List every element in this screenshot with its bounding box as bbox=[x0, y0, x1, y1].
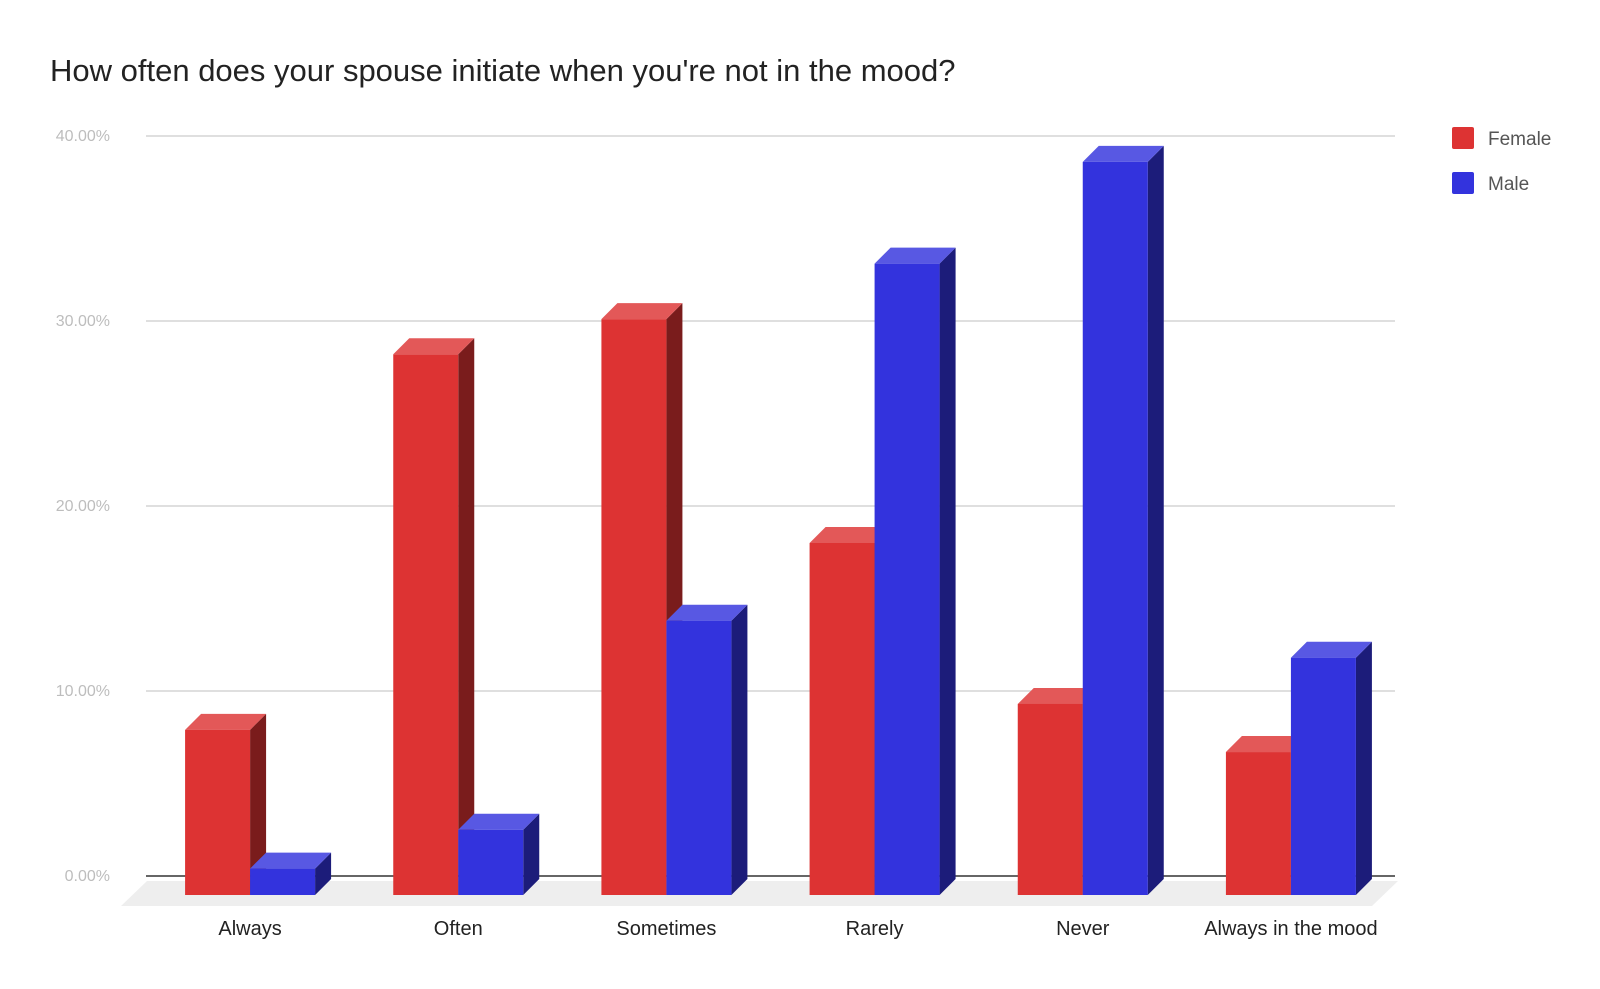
legend: Female Male bbox=[1452, 127, 1551, 195]
bar-side bbox=[939, 247, 956, 895]
bar-male-always-in-the-mood bbox=[1290, 641, 1372, 895]
x-tick-label: Always in the mood bbox=[1204, 918, 1377, 940]
bar-male-never bbox=[1082, 145, 1164, 895]
bar-female-always bbox=[185, 713, 267, 895]
legend-label: Female bbox=[1488, 129, 1551, 150]
bar-front bbox=[666, 620, 732, 895]
x-tick-label: Always bbox=[218, 918, 281, 940]
bar-top bbox=[1290, 641, 1372, 658]
x-tick-label: Often bbox=[434, 918, 483, 940]
bar-front bbox=[1225, 752, 1291, 895]
bar-side bbox=[1147, 145, 1164, 895]
x-tick-label: Never bbox=[1056, 918, 1110, 940]
bar-male-sometimes bbox=[666, 604, 748, 895]
y-tick-label: 40.00% bbox=[56, 128, 110, 145]
y-tick-label: 20.00% bbox=[56, 498, 110, 515]
bar-top bbox=[393, 338, 475, 355]
bar-front bbox=[809, 543, 875, 895]
bar-top bbox=[601, 303, 683, 320]
legend-item-male[interactable]: Male bbox=[1452, 172, 1529, 195]
bar-top bbox=[874, 247, 956, 264]
gridlines bbox=[146, 135, 1395, 877]
bars bbox=[185, 145, 1372, 895]
bar-side bbox=[250, 713, 267, 895]
bar-top bbox=[185, 713, 267, 730]
y-axis-ticks: 0.00% 10.00% 20.00% 30.00% 40.00% bbox=[56, 128, 110, 885]
bar-side bbox=[315, 852, 332, 895]
bar-male-rarely bbox=[874, 247, 956, 895]
bar-top bbox=[250, 852, 332, 869]
bar-top bbox=[1017, 687, 1099, 704]
bar-front bbox=[250, 868, 316, 895]
bar-top bbox=[809, 527, 891, 543]
bar-front bbox=[1082, 161, 1148, 895]
y-tick-label: 10.00% bbox=[56, 683, 110, 700]
bar-front bbox=[393, 354, 459, 895]
bar-front bbox=[874, 263, 940, 895]
legend-swatch bbox=[1452, 127, 1474, 149]
bar-top bbox=[1225, 736, 1307, 753]
bar-female-often bbox=[393, 338, 475, 895]
bar-front bbox=[185, 729, 251, 895]
bar-side bbox=[1355, 641, 1372, 895]
bar-top bbox=[666, 604, 748, 621]
legend-swatch bbox=[1452, 172, 1474, 194]
bar-top bbox=[1082, 145, 1164, 162]
bar-front bbox=[601, 319, 667, 895]
bar-top bbox=[458, 813, 540, 830]
bar-front bbox=[1290, 657, 1356, 895]
bar-side bbox=[458, 338, 475, 895]
y-tick-label: 30.00% bbox=[56, 313, 110, 330]
x-tick-label: Sometimes bbox=[616, 918, 716, 940]
bar-side bbox=[523, 813, 540, 895]
bar-male-always bbox=[250, 852, 332, 895]
bar-front bbox=[458, 829, 524, 895]
chart-title: How often does your spouse initiate when… bbox=[50, 53, 955, 88]
x-tick-label: Rarely bbox=[846, 918, 904, 940]
x-axis-ticks: Always Often Sometimes Rarely Never Always in… bbox=[218, 918, 1377, 940]
legend-label: Male bbox=[1488, 174, 1529, 195]
bar-side bbox=[731, 604, 748, 895]
bar-front bbox=[1017, 703, 1083, 895]
legend-item-female[interactable]: Female bbox=[1452, 127, 1551, 150]
y-tick-label: 0.00% bbox=[65, 868, 110, 885]
bar-male-often bbox=[458, 813, 540, 895]
